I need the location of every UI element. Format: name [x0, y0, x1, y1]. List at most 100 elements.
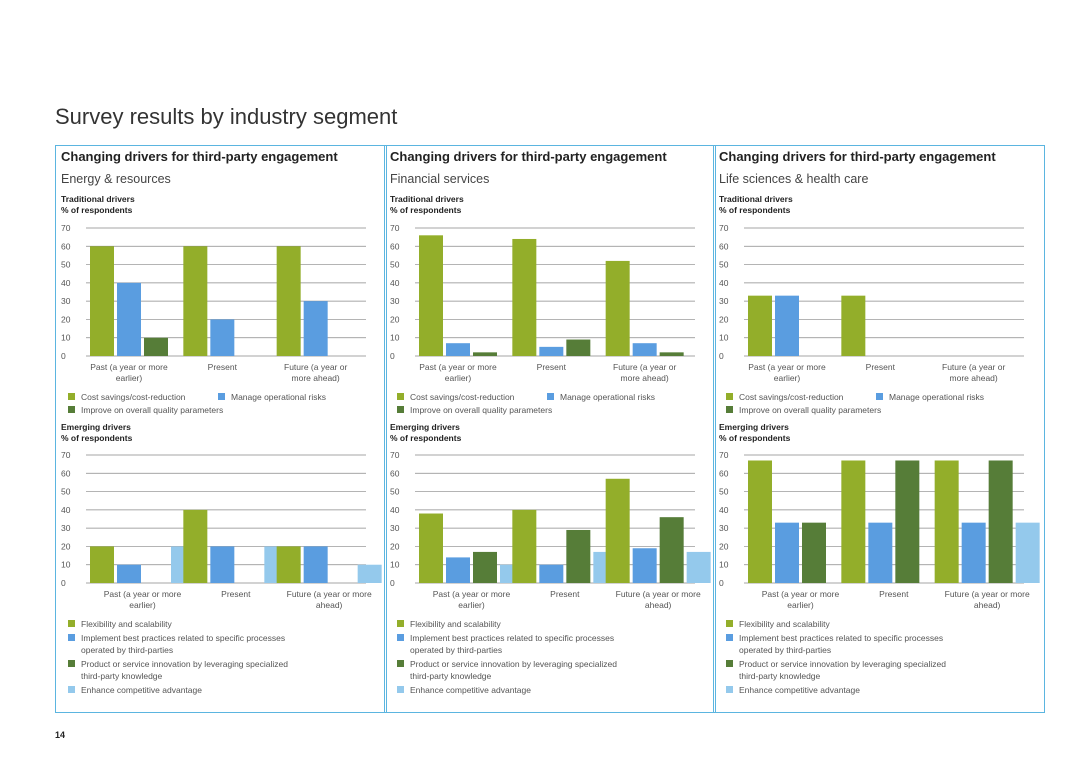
bar: [605, 260, 630, 356]
legend-swatch: [726, 634, 733, 641]
y-tick-label: 10: [390, 333, 400, 343]
bar: [303, 301, 328, 356]
y-tick-label: 60: [390, 468, 400, 478]
y-tick-label: 50: [719, 260, 729, 270]
y-tick-label: 20: [719, 314, 729, 324]
bar: [90, 546, 114, 583]
x-tick-label: Future (a year or more ahead): [265, 589, 394, 611]
bar-chart: 0 10 20 30 40 50 60 70: [61, 223, 366, 361]
x-tick-label: Past (a year or more earlier): [78, 589, 207, 611]
bar-chart: 0 10 20 30 40 50 60 70: [61, 450, 382, 588]
y-tick-label: 70: [719, 450, 729, 460]
x-tick-label-line: Past (a year or more: [761, 589, 840, 599]
y-tick-label: 40: [61, 278, 71, 288]
legend-item: Product or service innovation by leverag…: [397, 658, 617, 682]
x-tick-label: Past (a year or more earlier): [736, 362, 838, 384]
legend-swatch: [68, 620, 75, 627]
bar-chart: 0 10 20 30 40 50 60 70: [390, 450, 711, 588]
bar: [748, 295, 772, 356]
y-axis-label: % of respondents: [719, 205, 791, 215]
legend-swatch: [726, 686, 733, 693]
bar: [566, 529, 591, 583]
y-tick-label: 10: [719, 333, 729, 343]
x-tick-label: Future (a year or more ahead): [923, 589, 1052, 611]
y-tick-label: 40: [390, 278, 400, 288]
y-tick-label: 0: [390, 351, 395, 361]
bar: [961, 522, 986, 583]
legend-item: Cost savings/cost-reduction: [68, 391, 186, 403]
legend-item: Implement best practices related to spec…: [397, 632, 614, 656]
y-tick-label: 0: [61, 351, 66, 361]
legend-label: Enhance competitive advantage: [739, 685, 860, 695]
legend-item: Implement best practices related to spec…: [68, 632, 285, 656]
bar: [539, 346, 564, 356]
legend-swatch: [726, 660, 733, 667]
y-tick-label: 50: [390, 260, 400, 270]
panel-title: Changing drivers for third-party engagem…: [61, 149, 338, 164]
x-tick-label: Past (a year or more earlier): [407, 589, 536, 611]
chart-title: Traditional drivers% of respondents: [719, 194, 793, 216]
bar: [117, 564, 141, 583]
y-axis-label: % of respondents: [390, 205, 462, 215]
legend-label: operated by third-parties: [739, 645, 832, 655]
bar: [895, 460, 920, 583]
x-tick-label-line: more ahead): [291, 373, 340, 383]
bar: [446, 557, 470, 583]
legend-item: Manage operational risks: [218, 391, 326, 403]
legend-label: Enhance competitive advantage: [410, 685, 531, 695]
bar: [659, 517, 684, 583]
bar: [841, 295, 866, 356]
x-tick-label-line: Present: [536, 362, 566, 372]
page-title: Survey results by industry segment: [55, 104, 398, 129]
y-tick-label: 10: [61, 560, 71, 570]
chart-panel: Changing drivers for third-party engagem…: [55, 145, 387, 713]
y-tick-label: 40: [61, 505, 71, 515]
legend-label: Manage operational risks: [231, 392, 326, 402]
legend-label: Enhance competitive advantage: [81, 685, 202, 695]
legend-label: Improve on overall quality parameters: [410, 405, 553, 415]
x-tick-label-line: earlier): [115, 373, 143, 383]
legend-swatch: [397, 686, 404, 693]
x-tick-label-line: earlier): [773, 373, 801, 383]
legend-label: Flexibility and scalability: [81, 619, 172, 629]
bar: [566, 339, 591, 356]
x-tick-label: Future (a year or more ahead): [923, 362, 1025, 384]
bar: [775, 295, 799, 356]
bar: [276, 546, 301, 583]
bar: [539, 564, 564, 583]
chart-title-text: Traditional drivers: [390, 194, 464, 204]
legend-swatch: [397, 620, 404, 627]
x-tick-label-line: ahead): [973, 600, 1001, 610]
bar: [512, 238, 537, 356]
legend-item: Product or service innovation by leverag…: [726, 658, 946, 682]
x-tick-label-line: ahead): [644, 600, 672, 610]
y-tick-label: 30: [719, 296, 729, 306]
x-tick-label: Past (a year or more earlier): [78, 362, 180, 384]
x-tick-label-line: Present: [550, 589, 580, 599]
x-tick-label: Present: [829, 362, 931, 373]
legend-label: Manage operational risks: [889, 392, 984, 402]
y-tick-label: 60: [719, 241, 729, 251]
legend-label: Cost savings/cost-reduction: [81, 392, 186, 402]
y-axis-label: % of respondents: [61, 205, 133, 215]
bar: [659, 352, 684, 356]
y-tick-label: 20: [61, 314, 71, 324]
legend-swatch: [726, 393, 733, 400]
legend-label: Improve on overall quality parameters: [81, 405, 224, 415]
y-tick-label: 60: [61, 468, 71, 478]
x-tick-label-line: Present: [879, 589, 909, 599]
legend-swatch: [397, 393, 404, 400]
legend-item: Product or service innovation by leverag…: [68, 658, 288, 682]
y-tick-label: 50: [390, 487, 400, 497]
y-tick-label: 20: [719, 541, 729, 551]
bar: [748, 460, 772, 583]
chart-title-text: Traditional drivers: [719, 194, 793, 204]
legend-label: Manage operational risks: [560, 392, 655, 402]
legend-label: Cost savings/cost-reduction: [410, 392, 515, 402]
chart-title: Traditional drivers% of respondents: [390, 194, 464, 216]
x-tick-label-line: Future (a year or more: [615, 589, 701, 599]
y-tick-label: 70: [719, 223, 729, 233]
x-tick-label-line: Future (a year or more: [944, 589, 1030, 599]
bar: [183, 509, 208, 583]
bar: [419, 513, 443, 583]
